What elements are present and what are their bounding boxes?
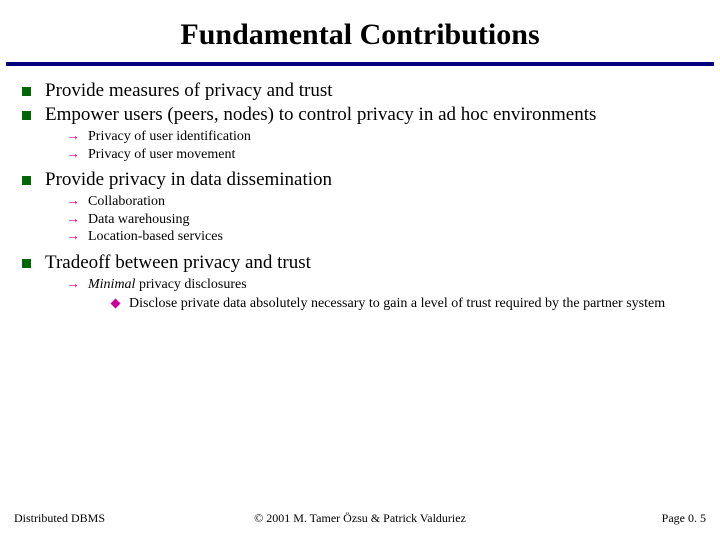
sub-bullet-item: → Privacy of user movement: [66, 146, 698, 164]
sub-bullet-text: Collaboration: [88, 193, 165, 211]
arrow-icon: →: [66, 146, 80, 164]
sub-bullet-text: Location-based services: [88, 228, 223, 246]
sub-sub-bullet-item: Disclose private data absolutely necessa…: [112, 295, 698, 313]
bullet-text: Provide measures of privacy and trust: [45, 80, 333, 102]
title-rule: [6, 62, 714, 66]
plain-text: privacy disclosures: [135, 277, 246, 292]
sub-bullet-text: Minimal privacy disclosures: [88, 276, 247, 294]
footer: Distributed DBMS © 2001 M. Tamer Özsu & …: [0, 511, 720, 526]
sub-sub-bullet-text: Disclose private data absolutely necessa…: [129, 295, 665, 313]
sub-bullet-item: → Privacy of user identification: [66, 128, 698, 146]
square-bullet-icon: [22, 111, 31, 120]
italic-text: Minimal: [88, 277, 135, 292]
sub-bullet-item: → Location-based services: [66, 228, 698, 246]
arrow-icon: →: [66, 276, 80, 294]
bullet-text: Tradeoff between privacy and trust: [45, 252, 311, 274]
sub-sub-bullet-group: Disclose private data absolutely necessa…: [112, 295, 698, 313]
bullet-text: Empower users (peers, nodes) to control …: [45, 104, 596, 126]
bullet-item: Provide measures of privacy and trust: [22, 80, 698, 102]
footer-center: © 2001 M. Tamer Özsu & Patrick Valduriez: [254, 511, 466, 526]
sub-bullet-item: → Minimal privacy disclosures: [66, 276, 698, 294]
square-bullet-icon: [22, 87, 31, 96]
sub-bullet-group: → Collaboration → Data warehousing → Loc…: [66, 193, 698, 246]
square-bullet-icon: [22, 259, 31, 268]
content-area: Provide measures of privacy and trust Em…: [0, 80, 720, 313]
sub-bullet-text: Privacy of user movement: [88, 146, 235, 164]
arrow-icon: →: [66, 193, 80, 211]
diamond-icon: [111, 299, 121, 309]
square-bullet-icon: [22, 176, 31, 185]
sub-bullet-item: → Collaboration: [66, 193, 698, 211]
sub-bullet-group: → Privacy of user identification → Priva…: [66, 128, 698, 163]
bullet-item: Provide privacy in data dissemination: [22, 169, 698, 191]
footer-right: Page 0. 5: [662, 511, 706, 526]
sub-bullet-text: Privacy of user identification: [88, 128, 251, 146]
sub-bullet-item: → Data warehousing: [66, 211, 698, 229]
arrow-icon: →: [66, 228, 80, 246]
bullet-item: Tradeoff between privacy and trust: [22, 252, 698, 274]
slide-title: Fundamental Contributions: [0, 0, 720, 62]
sub-bullet-text: Data warehousing: [88, 211, 189, 229]
bullet-text: Provide privacy in data dissemination: [45, 169, 332, 191]
arrow-icon: →: [66, 128, 80, 146]
bullet-item: Empower users (peers, nodes) to control …: [22, 104, 698, 126]
sub-bullet-group: → Minimal privacy disclosures Disclose p…: [66, 276, 698, 314]
arrow-icon: →: [66, 211, 80, 229]
footer-left: Distributed DBMS: [14, 511, 105, 526]
slide: Fundamental Contributions Provide measur…: [0, 0, 720, 540]
